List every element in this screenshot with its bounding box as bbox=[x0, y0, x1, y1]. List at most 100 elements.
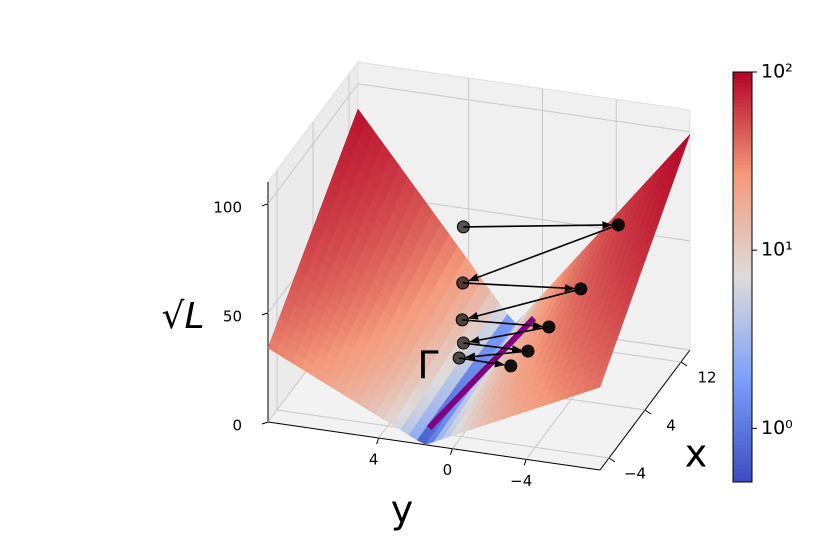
colorbar-band bbox=[733, 78, 752, 83]
z-axis-label: √L bbox=[162, 296, 205, 337]
colorbar-band bbox=[733, 225, 752, 230]
gamma-label: Γ bbox=[417, 344, 438, 388]
colorbar-band bbox=[733, 82, 752, 87]
colorbar-band bbox=[733, 140, 752, 145]
colorbar-band bbox=[733, 136, 752, 141]
colorbar-band bbox=[733, 287, 752, 292]
colorbar-band bbox=[733, 379, 752, 384]
colorbar-band bbox=[733, 352, 752, 357]
colorbar-band bbox=[733, 72, 752, 76]
colorbar-band bbox=[733, 365, 752, 370]
colorbar-band bbox=[733, 369, 752, 374]
colorbar-band bbox=[733, 263, 752, 268]
colorbar-band bbox=[733, 331, 752, 336]
colorbar-band bbox=[733, 464, 752, 469]
colorbar-band bbox=[733, 239, 752, 244]
colorbar-band bbox=[733, 423, 752, 428]
z-tick bbox=[261, 203, 269, 207]
colorbar-band bbox=[733, 318, 752, 322]
colorbar-band bbox=[733, 345, 752, 350]
colorbar-band bbox=[733, 434, 752, 439]
colorbar-band bbox=[733, 109, 752, 114]
colorbar-band bbox=[733, 420, 752, 425]
colorbar-band bbox=[733, 273, 752, 278]
colorbar-band bbox=[733, 215, 752, 220]
colorbar-band bbox=[733, 106, 752, 111]
trajectory-arrow bbox=[465, 350, 529, 361]
y-tick bbox=[449, 448, 453, 455]
colorbar-band bbox=[733, 177, 752, 182]
trajectory-arrow bbox=[463, 342, 523, 354]
x-axis-label: x bbox=[685, 432, 708, 476]
colorbar-band bbox=[733, 321, 752, 326]
y-tick bbox=[376, 437, 380, 445]
y-tick bbox=[523, 459, 527, 466]
colorbar-band bbox=[733, 410, 752, 415]
colorbar-band bbox=[733, 201, 752, 206]
colorbar-band bbox=[733, 437, 752, 442]
z-tick-label: 0 bbox=[232, 417, 242, 435]
colorbar-band bbox=[733, 218, 752, 223]
colorbar-band bbox=[733, 297, 752, 302]
colorbar-tick-label: 10⁰ bbox=[761, 417, 793, 439]
trajectory-arrow bbox=[467, 288, 582, 320]
x-tick bbox=[644, 409, 652, 415]
colorbar-band bbox=[733, 259, 752, 264]
colorbar-band bbox=[733, 294, 752, 298]
colorbar-band bbox=[733, 266, 752, 271]
colorbar-band bbox=[733, 441, 752, 445]
colorbar-band bbox=[733, 475, 752, 480]
colorbar-band bbox=[733, 270, 752, 275]
colorbar-band bbox=[733, 382, 752, 387]
colorbar-band bbox=[733, 150, 752, 155]
trajectory-arrow bbox=[462, 319, 543, 330]
colorbar-band bbox=[733, 400, 752, 404]
overlay: Γ 10⁰ 10¹ 10² bbox=[417, 61, 793, 483]
colorbar-band bbox=[733, 147, 752, 152]
trajectory-point bbox=[455, 313, 469, 327]
colorbar-band bbox=[733, 341, 752, 346]
trajectory-point bbox=[452, 351, 466, 365]
colorbar-band bbox=[733, 246, 752, 251]
colorbar-band bbox=[733, 389, 752, 394]
colorbar-frame bbox=[732, 71, 753, 483]
y-axis-label: y bbox=[391, 488, 414, 532]
colorbar-tick-label: 10¹ bbox=[761, 239, 793, 261]
z-tick-label: 100 bbox=[213, 198, 242, 216]
colorbar-band bbox=[733, 174, 752, 179]
colorbar-band bbox=[733, 208, 752, 213]
colorbar-band bbox=[733, 348, 752, 353]
colorbar-band bbox=[733, 300, 752, 305]
colorbar-band bbox=[733, 427, 752, 432]
colorbar-band bbox=[733, 283, 752, 288]
colorbar-band bbox=[733, 417, 752, 421]
colorbar-band bbox=[733, 430, 752, 435]
z-tick bbox=[261, 312, 269, 316]
colorbar-band bbox=[733, 372, 752, 377]
colorbar-band bbox=[733, 164, 752, 169]
colorbar-tick-label: 10² bbox=[761, 61, 793, 83]
colorbar-band bbox=[733, 205, 752, 210]
colorbar-band bbox=[733, 92, 752, 97]
colorbar-band bbox=[733, 359, 752, 363]
colorbar-band bbox=[733, 126, 752, 131]
colorbar-band bbox=[733, 195, 752, 199]
trajectory-arrow bbox=[468, 224, 619, 282]
y-tick-label: −4 bbox=[510, 472, 532, 490]
trajectory-arrow bbox=[463, 221, 613, 230]
x-tick-label: −4 bbox=[624, 465, 646, 483]
colorbar-band bbox=[733, 386, 752, 391]
colorbar-band bbox=[733, 468, 752, 473]
colorbar-band bbox=[733, 396, 752, 401]
colorbar-band bbox=[733, 277, 752, 281]
colorbar-band bbox=[733, 311, 752, 316]
colorbar-band bbox=[733, 167, 752, 172]
colorbar-band bbox=[733, 154, 752, 158]
colorbar-band bbox=[733, 393, 752, 398]
colorbar-band bbox=[733, 406, 752, 411]
colorbar-band bbox=[733, 338, 752, 343]
colorbar-band bbox=[733, 232, 752, 237]
colorbar-band bbox=[733, 130, 752, 134]
colorbar-band bbox=[733, 328, 752, 333]
y-tick-label: 0 bbox=[443, 461, 453, 479]
